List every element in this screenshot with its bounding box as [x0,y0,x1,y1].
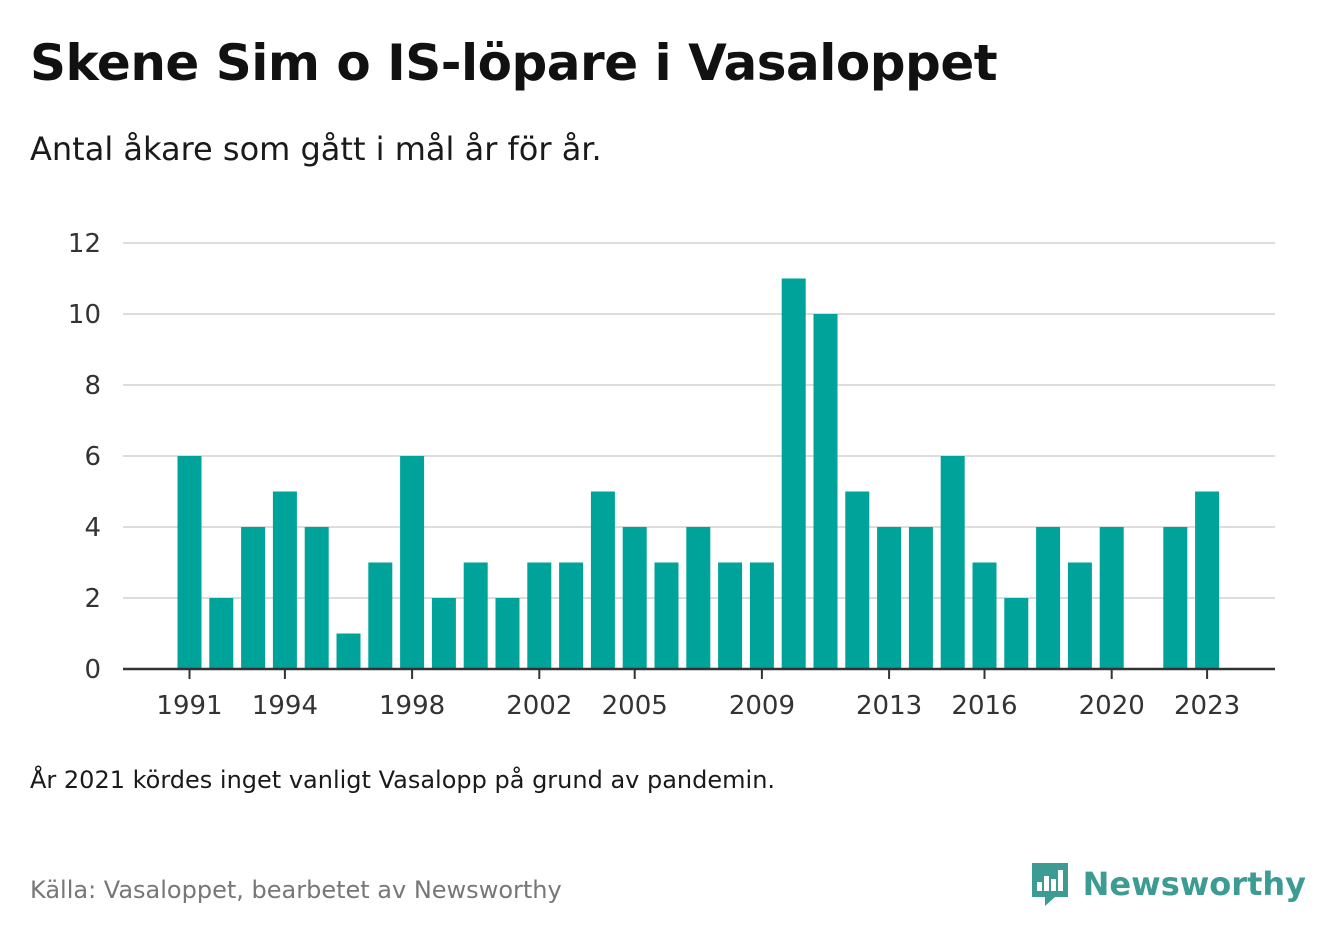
bar-2010 [781,278,806,669]
bar-1997 [368,562,393,669]
chart-subtitle: Antal åkare som gått i mål år för år. [30,130,602,168]
x-tick-label: 2005 [602,691,668,721]
bar-2003 [559,562,584,669]
y-tick-label: 2 [84,584,101,614]
x-tick-label: 1998 [379,691,445,721]
bar-2020 [1099,527,1124,669]
bar-1996 [336,633,361,669]
brand-logo: Newsworthy [1029,860,1306,908]
bar-chart: 0 2 4 6 8 10 12 1991 1994 1998 2002 2005 2009 2013 20… [68,229,1275,721]
bar-2015 [940,456,965,669]
bar-2005 [622,527,647,669]
x-tick-label: 1994 [252,691,318,721]
y-axis-ticks: 0 2 4 6 8 10 12 [68,229,101,685]
x-tick-label: 2023 [1174,691,1240,721]
newsworthy-logo-icon [1031,863,1068,906]
x-tick-label: 2013 [856,691,922,721]
y-tick-label: 8 [84,371,101,401]
bar-2016 [972,562,997,669]
x-axis-ticks: 1991 1994 1998 2002 2005 2009 2013 2016 2020 2023 [156,669,1240,721]
bar-1998 [400,456,425,669]
bar-2022 [1163,527,1188,669]
bars [177,278,1220,669]
x-tick-label: 2016 [951,691,1017,721]
bar-2019 [1067,562,1092,669]
bar-2002 [527,562,552,669]
bar-2000 [463,562,488,669]
chart-title: Skene Sim o IS-löpare i Vasaloppet [30,34,998,92]
x-tick-label: 1991 [156,691,222,721]
bar-2013 [877,527,902,669]
x-tick-label: 2002 [506,691,572,721]
bar-2023 [1195,491,1220,669]
y-tick-label: 0 [84,655,101,685]
bar-1999 [431,598,456,669]
bar-2007 [686,527,711,669]
brand-name: Newsworthy [1082,865,1306,903]
bar-2009 [749,562,774,669]
y-tick-label: 12 [68,229,101,259]
bar-2006 [654,562,679,669]
source-text: Källa: Vasaloppet, bearbetet av Newswort… [30,876,562,904]
bar-2011 [813,314,838,669]
bar-2014 [908,527,933,669]
bar-1993 [241,527,266,669]
bar-1994 [272,491,297,669]
bar-2012 [845,491,870,669]
x-tick-label: 2009 [729,691,795,721]
bar-2017 [1004,598,1029,669]
y-tick-label: 6 [84,442,101,472]
bar-1991 [177,456,202,669]
y-tick-label: 10 [68,300,101,330]
bar-2001 [495,598,520,669]
bar-2008 [718,562,743,669]
footnote: År 2021 kördes inget vanligt Vasalopp på… [30,766,776,794]
bar-1992 [209,598,234,669]
bar-2004 [590,491,615,669]
x-tick-label: 2020 [1079,691,1145,721]
bar-1995 [304,527,329,669]
bar-2018 [1036,527,1061,669]
y-tick-label: 4 [84,513,101,543]
